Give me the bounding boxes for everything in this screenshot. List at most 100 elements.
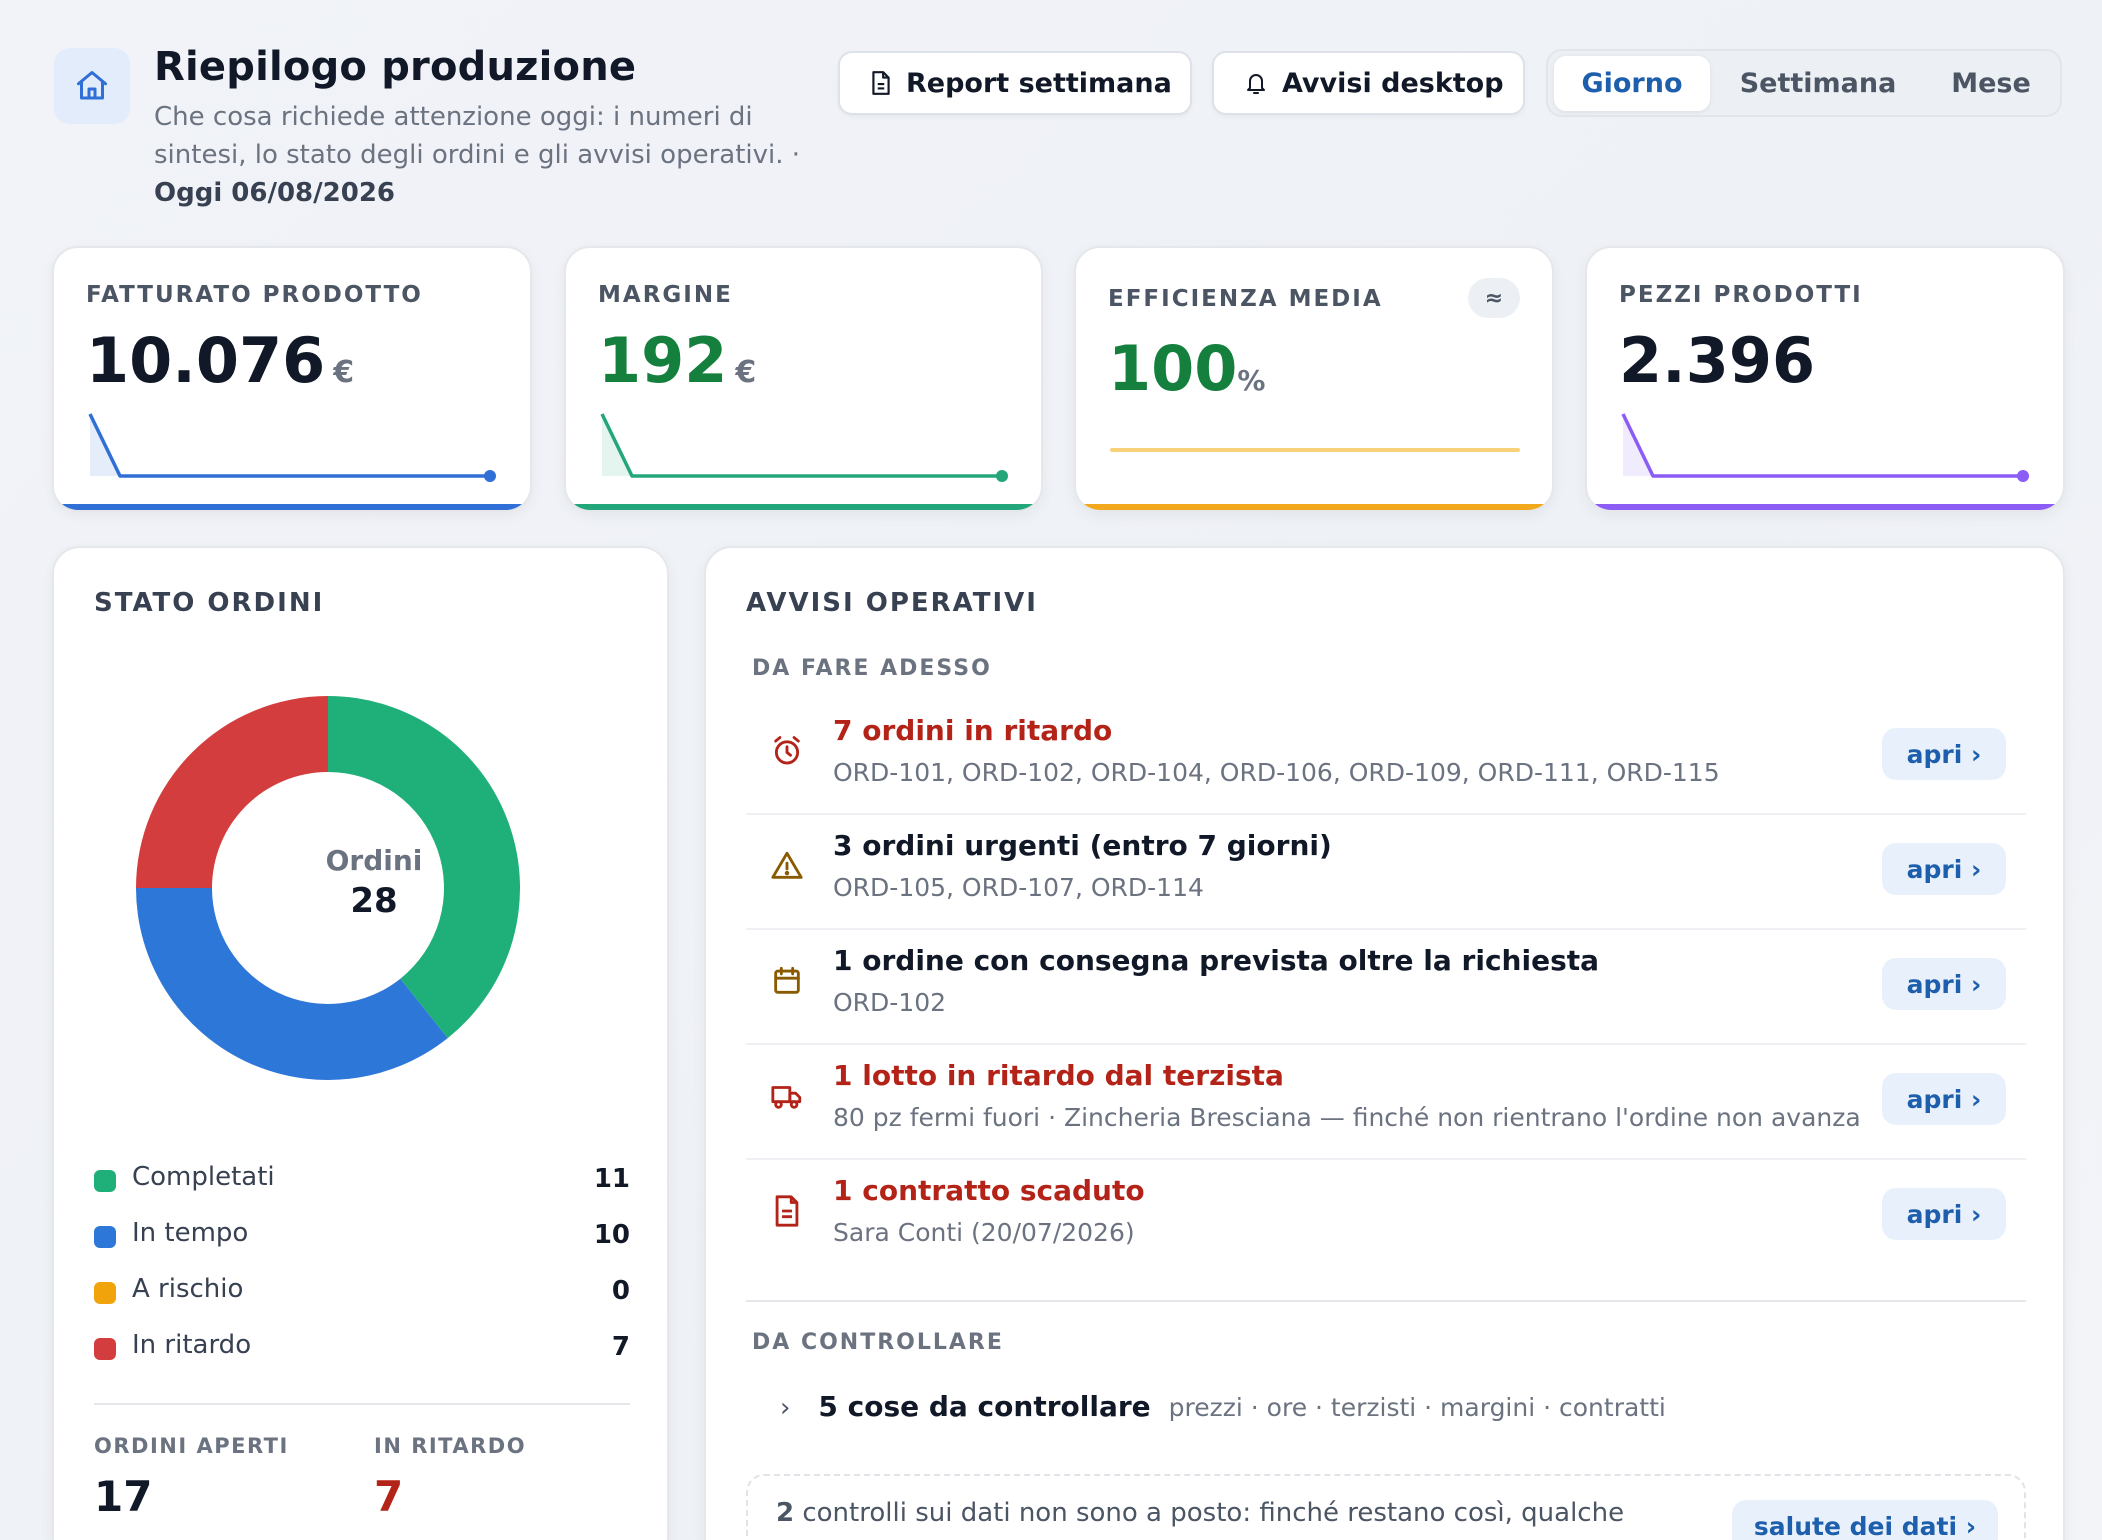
legend-item-on-time: In tempo 10: [94, 1212, 630, 1268]
document-icon: [775, 1195, 799, 1227]
stat-label: IN RITARDO: [374, 1434, 527, 1458]
stat-value: 7: [374, 1472, 404, 1521]
sparkline-end-dot: [484, 470, 496, 482]
alert-item-subcontractor-delay[interactable]: 1 lotto in ritardo dal terzista 80 pz fe…: [746, 1045, 2026, 1160]
legend-label: In ritardo: [132, 1330, 252, 1360]
alert-item-expired-contract[interactable]: 1 contratto scaduto Sara Conti (20/07/20…: [746, 1160, 2026, 1275]
kpi-label: EFFICIENZA MEDIA: [1108, 286, 1383, 312]
kpi-unit: %: [1237, 364, 1266, 397]
alert-detail: ORD-101, ORD-102, ORD-104, ORD-106, ORD-…: [833, 758, 1720, 787]
period-week-tab[interactable]: Settimana: [1739, 68, 1897, 99]
legend-count: 7: [611, 1332, 630, 1362]
kpi-number: 2.396: [1619, 324, 1816, 397]
kpi-card-efficiency[interactable]: EFFICIENZA MEDIA ≈ 100%: [1074, 246, 1554, 512]
legend-label: In tempo: [132, 1218, 249, 1248]
orders-panel-title: STATO ORDINI: [94, 588, 325, 618]
chevron-right-icon: ›: [780, 1393, 791, 1423]
stat-open-orders: ORDINI APERTI 17: [94, 1434, 289, 1521]
legend-item-at-risk: A rischio 0: [94, 1268, 630, 1324]
alert-title: 7 ordini in ritardo: [833, 714, 1113, 747]
weekly-report-button[interactable]: Report settimana: [838, 51, 1192, 115]
approx-badge: ≈: [1468, 278, 1520, 318]
kpi-value: 192 €: [598, 324, 756, 397]
current-date: Oggi 06/08/2026: [154, 178, 396, 208]
bell-icon: [1247, 74, 1265, 94]
open-button[interactable]: apri ›: [1882, 728, 2006, 780]
period-day-tab[interactable]: Giorno: [1554, 56, 1710, 111]
kpi-card-pieces[interactable]: PEZZI PRODOTTI 2.396: [1585, 246, 2065, 512]
kpi-card-margin[interactable]: MARGINE 192 €: [564, 246, 1043, 512]
open-button[interactable]: apri ›: [1882, 958, 2006, 1010]
alert-detail: ORD-102: [833, 988, 947, 1017]
orders-panel: STATO ORDINI Ordini 28 Completati 11 In …: [52, 546, 669, 1540]
orders-legend: Completati 11 In tempo 10 A rischio 0 In…: [94, 1156, 630, 1380]
sparkline-line: [600, 413, 1002, 478]
sparkline-line: [88, 413, 490, 478]
legend-count: 0: [611, 1276, 630, 1306]
alert-item-urgent-orders[interactable]: 3 ordini urgenti (entro 7 giorni) ORD-10…: [746, 815, 2026, 930]
kpi-number: 100: [1108, 332, 1238, 405]
sparkline-end-dot: [2017, 470, 2029, 482]
period-month-tab[interactable]: Mese: [1951, 68, 2031, 99]
desktop-alerts-button[interactable]: Avvisi desktop: [1212, 51, 1525, 115]
alert-title: 1 ordine con consegna prevista oltre la …: [833, 944, 1600, 977]
legend-swatch: [94, 1282, 116, 1304]
alerts-list: 7 ordini in ritardo ORD-101, ORD-102, OR…: [746, 700, 2026, 1275]
donut-slice-completati: [328, 696, 520, 1039]
kpi-accent-bar: [566, 504, 1041, 510]
open-button[interactable]: apri ›: [1882, 1188, 2006, 1240]
kpi-accent-bar: [1587, 504, 2063, 510]
checks-detail: prezzi · ore · terzisti · margini · cont…: [1168, 1393, 1666, 1422]
home-badge: [54, 48, 130, 124]
donut-center: Ordini 28: [224, 844, 524, 921]
subtitle-text: Che cosa richiede attenzione oggi: i num…: [154, 102, 801, 170]
legend-item-late: In ritardo 7: [94, 1324, 630, 1380]
alerts-panel-title: AVVISI OPERATIVI: [746, 588, 1038, 618]
data-health-button[interactable]: salute dei dati ›: [1732, 1500, 1998, 1540]
kpi-accent-bar: [1076, 504, 1552, 510]
alert-title: 3 ordini urgenti (entro 7 giorni): [833, 829, 1332, 862]
alert-title: 1 lotto in ritardo dal terzista: [833, 1059, 1284, 1092]
alert-item-late-orders[interactable]: 7 ordini in ritardo ORD-101, ORD-102, OR…: [746, 700, 2026, 815]
open-button[interactable]: apri ›: [1882, 1073, 2006, 1125]
page-title: Riepilogo produzione: [154, 44, 637, 90]
kpi-number: 10.076: [86, 324, 326, 397]
data-health-text: 2 controlli sui dati non sono a posto: f…: [776, 1498, 1624, 1528]
calendar-icon: [774, 966, 800, 994]
open-button[interactable]: apri ›: [1882, 843, 2006, 895]
kpi-sparkline: [1621, 413, 2029, 482]
kpi-sparkline: [600, 413, 1008, 482]
section-label-now: DA FARE ADESSO: [752, 656, 992, 681]
kpi-value: 2.396: [1619, 324, 1815, 397]
alert-title: 1 contratto scaduto: [833, 1174, 1145, 1207]
alert-detail: 80 pz fermi fuori · Zincheria Bresciana …: [833, 1103, 1861, 1132]
legend-swatch: [94, 1226, 116, 1248]
donut-slice-in-tempo: [136, 888, 448, 1080]
document-icon: [872, 71, 890, 95]
legend-swatch: [94, 1338, 116, 1360]
checks-expander[interactable]: › 5 cose da controllare prezzi · ore · t…: [780, 1390, 1666, 1423]
kpi-card-revenue[interactable]: FATTURATO PRODOTTO 10.076 €: [52, 246, 532, 512]
home-icon: [77, 71, 107, 100]
orders-donut-chart: [136, 696, 520, 1080]
stat-late-orders: IN RITARDO 7: [374, 1434, 526, 1521]
alert-item-late-delivery[interactable]: 1 ordine con consegna prevista oltre la …: [746, 930, 2026, 1045]
donut-center-total: 28: [350, 881, 398, 921]
alert-detail: ORD-105, ORD-107, ORD-114: [833, 873, 1204, 902]
alert-detail: Sara Conti (20/07/2026): [833, 1218, 1135, 1247]
legend-swatch: [94, 1170, 116, 1192]
stat-label: ORDINI APERTI: [94, 1434, 289, 1458]
weekly-report-label: Report settimana: [906, 67, 1172, 99]
section-label-check: DA CONTROLLARE: [752, 1330, 1004, 1355]
desktop-alerts-label: Avvisi desktop: [1282, 67, 1504, 99]
warning-icon: [771, 851, 803, 879]
donut-slice-in-ritardo: [136, 696, 328, 888]
data-health-message: controlli sui dati non sono a posto: fin…: [802, 1498, 1625, 1528]
kpi-value: 10.076 €: [86, 324, 354, 397]
kpi-accent-bar: [54, 504, 530, 510]
sparkline-line: [1621, 413, 2023, 478]
period-selector: Giorno Settimana Mese: [1546, 49, 2062, 117]
data-health-count: 2: [776, 1498, 795, 1528]
stat-value: 17: [94, 1472, 153, 1521]
sparkline-end-dot: [996, 470, 1008, 482]
